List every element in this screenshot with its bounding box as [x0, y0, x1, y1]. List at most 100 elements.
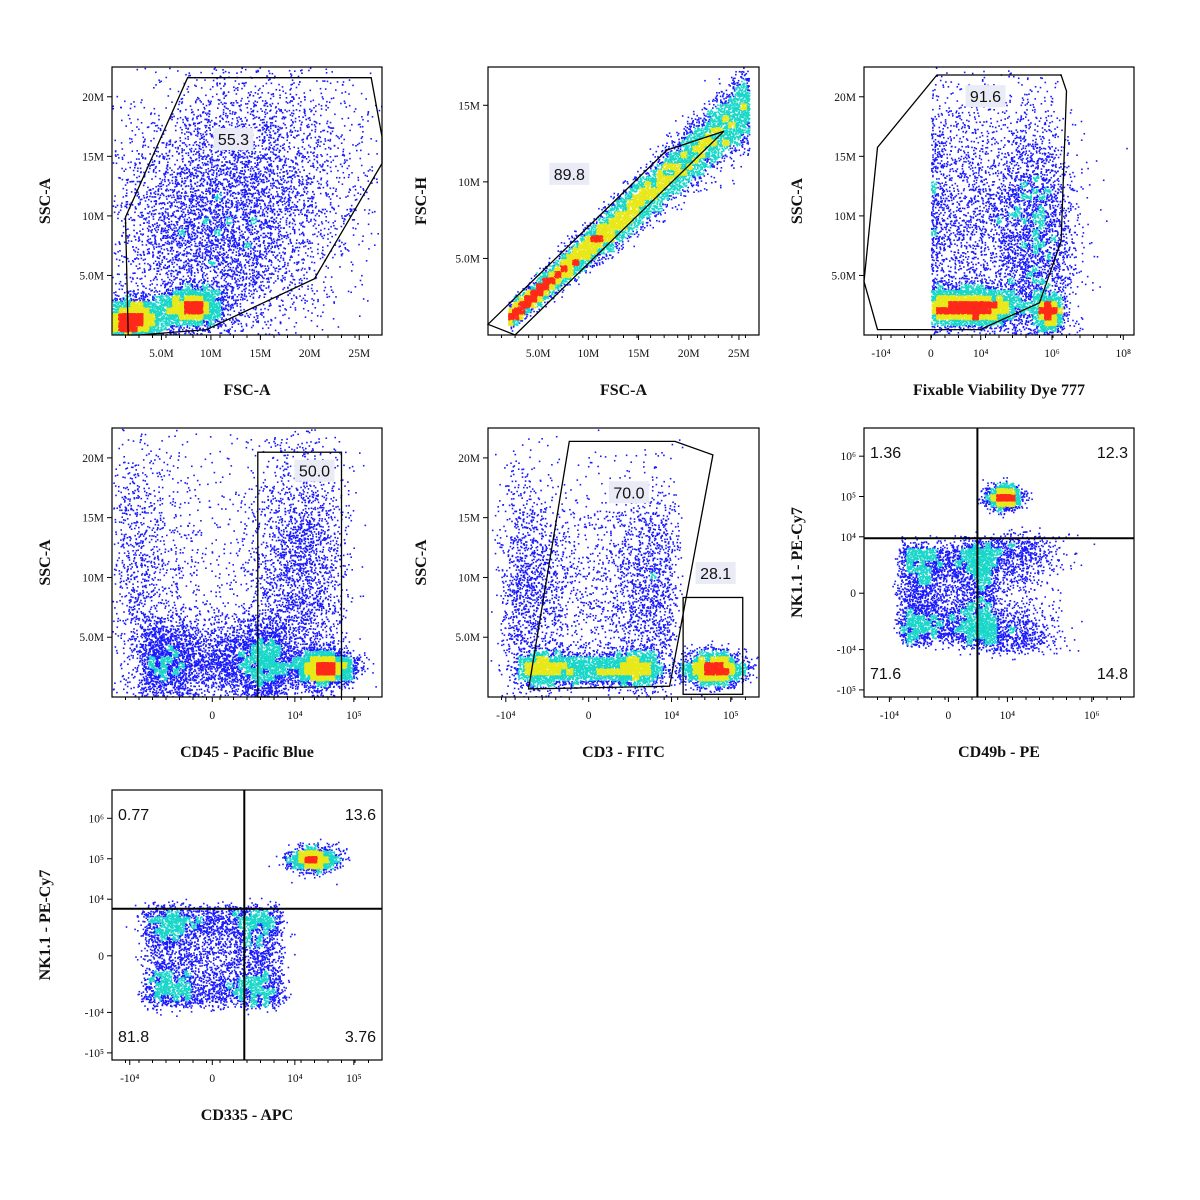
event-dot	[205, 233, 207, 235]
event-dot	[331, 289, 333, 291]
event-dot	[222, 237, 224, 239]
event-dot	[217, 328, 219, 330]
event-dot	[196, 203, 198, 205]
event-dot	[315, 307, 317, 309]
event-dot	[288, 294, 290, 296]
event-dot	[272, 103, 274, 105]
event-dot	[334, 220, 336, 222]
event-dot	[188, 275, 190, 277]
event-dot	[324, 228, 326, 230]
event-dot	[187, 136, 189, 138]
event-dot	[254, 187, 256, 189]
event-dot	[234, 294, 236, 296]
event-dot	[311, 130, 313, 132]
event-dot	[198, 208, 200, 210]
event-dot	[172, 183, 174, 185]
event-dot	[273, 267, 275, 269]
event-dot	[307, 286, 309, 288]
event-dot	[308, 124, 310, 126]
event-dot	[290, 207, 292, 209]
event-dot	[228, 266, 230, 268]
event-dot	[217, 107, 219, 109]
event-dot	[293, 295, 295, 297]
event-dot	[316, 142, 318, 144]
event-dot	[269, 189, 271, 191]
event-dot	[190, 278, 192, 280]
event-dot	[282, 277, 284, 279]
event-dot	[130, 122, 132, 124]
event-dot	[323, 281, 325, 283]
event-dot	[239, 247, 241, 249]
event-dot	[160, 183, 162, 185]
event-dot	[185, 279, 187, 281]
event-dot	[248, 160, 250, 162]
event-dot	[262, 122, 264, 124]
event-dot	[274, 214, 276, 216]
event-dot	[248, 169, 250, 171]
event-dot	[253, 102, 255, 104]
event-dot	[196, 209, 198, 211]
event-dot	[177, 108, 179, 110]
event-dot	[275, 125, 277, 127]
event-dot	[262, 142, 264, 144]
event-dot	[231, 125, 233, 127]
event-dot	[199, 142, 201, 144]
event-dot	[151, 213, 153, 215]
event-dot	[330, 139, 332, 141]
event-dot	[171, 248, 173, 250]
event-dot	[219, 286, 221, 288]
event-dot	[280, 169, 282, 171]
event-dot	[302, 116, 304, 118]
event-dot	[277, 144, 279, 146]
event-dot	[377, 233, 379, 235]
event-dot	[320, 137, 322, 139]
event-dot	[279, 97, 281, 99]
event-dot	[216, 217, 218, 219]
event-dot	[238, 227, 240, 229]
event-dot	[303, 274, 305, 276]
event-dot	[285, 309, 287, 311]
event-dot	[321, 253, 323, 255]
event-dot	[353, 234, 355, 236]
event-dot	[351, 261, 353, 263]
event-dot	[269, 176, 271, 178]
event-dot	[128, 218, 130, 220]
event-dot	[221, 324, 223, 326]
event-dot	[287, 200, 289, 202]
event-dot	[295, 188, 297, 190]
event-dot	[232, 118, 234, 120]
event-dot	[294, 284, 296, 286]
event-dot	[183, 262, 185, 264]
event-dot	[183, 183, 185, 185]
event-dot	[244, 293, 246, 295]
event-dot	[154, 237, 156, 239]
event-dot	[307, 135, 309, 137]
event-dot	[356, 150, 358, 152]
event-dot	[282, 112, 284, 114]
event-dot	[211, 154, 213, 156]
event-dot	[291, 119, 293, 121]
event-dot	[257, 184, 259, 186]
event-dot	[214, 217, 216, 219]
event-dot	[273, 161, 275, 163]
event-dot	[241, 120, 243, 122]
event-dot	[232, 323, 234, 325]
event-dot	[224, 230, 226, 232]
event-dot	[294, 209, 296, 211]
event-dot	[264, 128, 266, 130]
event-dot	[133, 249, 135, 251]
event-dot	[237, 299, 239, 301]
event-dot	[188, 271, 190, 273]
event-dot	[164, 204, 166, 206]
event-dot	[176, 206, 178, 208]
event-dot	[216, 94, 218, 96]
event-dot	[315, 228, 317, 230]
event-dot	[182, 329, 184, 331]
event-dot	[233, 300, 235, 302]
event-dot	[187, 176, 189, 178]
event-dot	[256, 264, 258, 266]
event-dot	[364, 209, 366, 211]
event-dot	[298, 134, 300, 136]
event-dot	[232, 258, 234, 260]
event-dot	[139, 163, 141, 165]
